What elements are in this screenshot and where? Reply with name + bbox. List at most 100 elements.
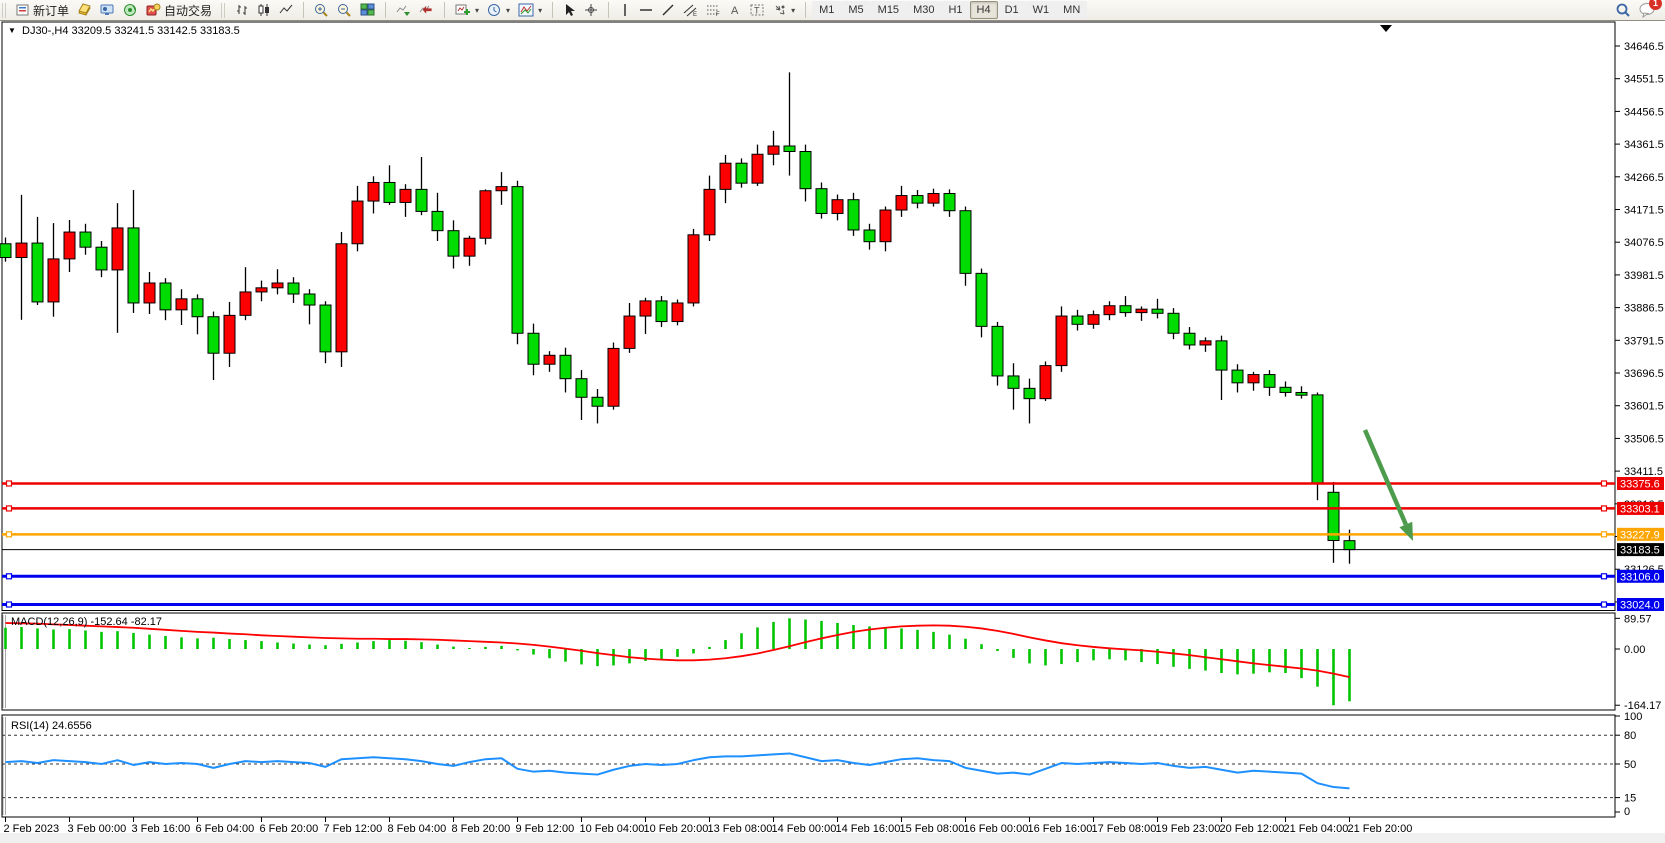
- line-handle[interactable]: [5, 480, 13, 487]
- zoom-in-button[interactable]: [310, 1, 333, 20]
- horizontal-line[interactable]: [2, 505, 1615, 512]
- macd-pane[interactable]: [1, 612, 1616, 711]
- tab-timeframe-m5[interactable]: M5: [841, 1, 871, 19]
- svg-text:13 Feb 08:00: 13 Feb 08:00: [708, 823, 773, 835]
- candle-down: [959, 210, 972, 274]
- candle-down: [655, 300, 668, 323]
- line-handle[interactable]: [1600, 531, 1608, 538]
- line-handle[interactable]: [1600, 480, 1608, 487]
- new-order-icon: [16, 3, 30, 17]
- templates-button[interactable]: ▾: [514, 1, 546, 20]
- candle-down: [31, 242, 44, 303]
- tile-windows-button[interactable]: [356, 1, 379, 20]
- svg-text:50: 50: [1624, 759, 1636, 771]
- line-chart-button[interactable]: [275, 1, 297, 20]
- candle-down: [159, 282, 172, 311]
- cursor-button[interactable]: [559, 1, 580, 20]
- price-chart[interactable]: 34646.5 34551.5 34456.5 34361.5 34266.5 34171…: [0, 21, 1665, 838]
- bar-chart-button[interactable]: [231, 1, 253, 20]
- candle-down: [1167, 312, 1180, 334]
- shift-end-marker-icon[interactable]: [1380, 25, 1392, 32]
- svg-text:3 Feb 16:00: 3 Feb 16:00: [132, 823, 191, 835]
- notification-badge: 1: [1649, 0, 1662, 10]
- candle-up: [671, 302, 684, 323]
- tab-timeframe-mn[interactable]: MN: [1056, 1, 1088, 19]
- candle-down: [1295, 391, 1308, 396]
- zoom-out-button[interactable]: [333, 1, 356, 20]
- indicators-button[interactable]: ▾: [451, 1, 483, 20]
- svg-text:33106.0: 33106.0: [1620, 571, 1660, 583]
- tab-timeframe-m1[interactable]: M1: [812, 1, 842, 19]
- line-handle[interactable]: [5, 531, 13, 538]
- horizontal-line[interactable]: [2, 480, 1615, 487]
- candle-up: [335, 243, 348, 353]
- price-label: 33106.0: [1617, 569, 1664, 583]
- rsi-pane[interactable]: [1, 714, 1616, 818]
- new-order-button[interactable]: 新订单: [12, 1, 73, 20]
- line-handle[interactable]: [1600, 505, 1608, 512]
- news-button[interactable]: [119, 1, 142, 20]
- terminal-button[interactable]: [96, 1, 119, 20]
- autotrading-button[interactable]: 自动交易: [142, 1, 216, 20]
- tab-timeframe-m15[interactable]: M15: [870, 1, 907, 19]
- tab-timeframe-d1[interactable]: D1: [997, 1, 1026, 19]
- arrows-button[interactable]: ▾: [769, 1, 799, 20]
- periods-button[interactable]: ▾: [483, 1, 514, 20]
- main-pane[interactable]: [1, 21, 1616, 611]
- svg-text:33024.0: 33024.0: [1620, 600, 1660, 612]
- text-button[interactable]: A: [725, 1, 746, 20]
- chart-shift-button[interactable]: [415, 1, 438, 20]
- auto-scroll-button[interactable]: [392, 1, 415, 20]
- line-handle[interactable]: [1600, 601, 1608, 608]
- candle-down: [799, 151, 812, 190]
- svg-text:34456.5: 34456.5: [1624, 106, 1664, 118]
- candle-down: [863, 229, 876, 243]
- svg-text:34361.5: 34361.5: [1624, 139, 1664, 151]
- candlestick-chart-button[interactable]: [253, 1, 275, 20]
- horizontal-line[interactable]: [2, 573, 1615, 580]
- svg-text:33791.5: 33791.5: [1624, 335, 1664, 347]
- candle-down: [575, 378, 588, 398]
- toolbar-grip[interactable]: [221, 2, 227, 18]
- candle-down: [1119, 305, 1132, 314]
- vertical-line-button[interactable]: [615, 1, 635, 20]
- horizontal-line[interactable]: [2, 601, 1615, 608]
- horizontal-line[interactable]: [2, 531, 1615, 538]
- arrows-icon: [775, 5, 785, 15]
- candle-up: [639, 300, 652, 317]
- line-handle[interactable]: [1600, 573, 1608, 580]
- tab-timeframe-h1[interactable]: H1: [941, 1, 970, 19]
- chat-balloon-icon: 1: [1639, 0, 1662, 18]
- trend-arrow[interactable]: [1362, 429, 1413, 541]
- svg-text:8 Feb 20:00: 8 Feb 20:00: [452, 823, 511, 835]
- candle-down: [1071, 315, 1084, 325]
- tab-timeframe-h4[interactable]: H4: [969, 1, 998, 19]
- equidistant-channel-button[interactable]: E: [679, 1, 702, 20]
- candle-up: [399, 188, 412, 203]
- toolbar-grip[interactable]: [2, 2, 7, 18]
- crosshair-button[interactable]: [580, 1, 602, 20]
- chevron-down-icon: ▾: [506, 5, 511, 15]
- svg-text:0: 0: [1624, 806, 1630, 818]
- line-handle[interactable]: [5, 573, 13, 580]
- charts-window-button[interactable]: [73, 1, 96, 20]
- horizontal-line-button[interactable]: [635, 1, 657, 20]
- candle-up: [463, 237, 476, 257]
- search-button[interactable]: [1611, 1, 1635, 20]
- indicators-icon: [455, 4, 471, 15]
- svg-text:-164.17: -164.17: [1624, 700, 1661, 712]
- trendline-button[interactable]: [657, 1, 679, 20]
- line-handle[interactable]: [5, 505, 13, 512]
- fibonacci-button[interactable]: F: [702, 1, 725, 20]
- notifications-button[interactable]: 1: [1635, 0, 1662, 20]
- svg-text:2 Feb 2023: 2 Feb 2023: [4, 823, 60, 835]
- tab-timeframe-w1[interactable]: W1: [1025, 1, 1057, 19]
- candle-up: [239, 291, 252, 316]
- tab-timeframe-m30[interactable]: M30: [906, 1, 942, 19]
- chart-window[interactable]: 34646.5 34551.5 34456.5 34361.5 34266.5 34171…: [0, 21, 1665, 838]
- line-handle[interactable]: [5, 601, 13, 608]
- svg-text:80: 80: [1624, 730, 1636, 742]
- text-label-button[interactable]: T: [746, 1, 769, 20]
- svg-text:8 Feb 04:00: 8 Feb 04:00: [388, 823, 447, 835]
- candle-up: [1247, 374, 1260, 384]
